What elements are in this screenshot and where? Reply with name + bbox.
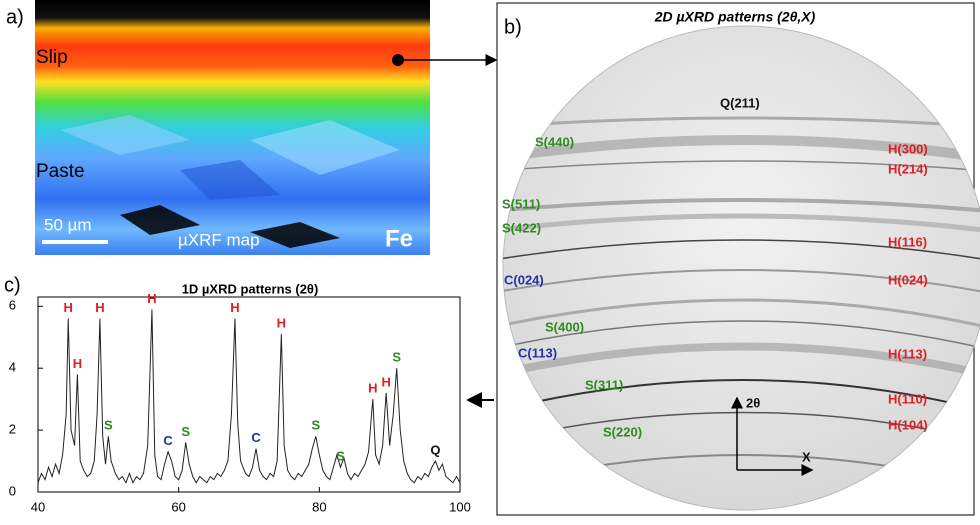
map-patch — [180, 160, 280, 200]
peak-label: H — [230, 300, 239, 315]
panel-b: 2D µXRD patterns (2θ,X) b) Q(211) S(440)… — [496, 2, 980, 516]
panel-label: c) — [4, 274, 21, 296]
y-tick-label: 2 — [9, 422, 16, 437]
peak-label: H — [277, 316, 286, 331]
reflection-label: S(422) — [502, 220, 541, 235]
reflection-label: S(440) — [535, 134, 574, 149]
reflection-label: H(116) — [888, 234, 927, 249]
y-tick-label: 6 — [9, 298, 16, 313]
peak-label: S — [311, 418, 320, 433]
map-label: µXRF map — [178, 230, 260, 249]
panel-title: 2D µXRD patterns (2θ,X) — [654, 9, 816, 25]
rings — [503, 116, 980, 491]
x-tick-label: 100 — [449, 499, 471, 514]
peak-label: C — [251, 430, 261, 445]
y-tick-label: 0 — [9, 483, 16, 498]
map-label: Paste — [36, 161, 85, 182]
panel-a: a) Slip Paste 50 µm µXRF map Fe — [6, 0, 498, 255]
line — [37, 309, 461, 484]
peak-label: H — [64, 300, 73, 315]
panel-label: a) — [6, 6, 24, 28]
chart-title: 1D µXRD patterns (2θ) — [182, 281, 319, 296]
reflection-label: S(400) — [545, 319, 584, 334]
x-tick-label: 40 — [31, 499, 45, 514]
panel-label: b) — [504, 16, 522, 38]
reflection-label: H(300) — [888, 141, 928, 156]
reflection-label: H(024) — [888, 272, 928, 287]
panel-c: c) 1D µXRD patterns (2θ) — [4, 274, 494, 408]
peak-label: H — [73, 356, 82, 371]
plot-frame — [37, 296, 461, 493]
map-patch — [60, 115, 190, 155]
peak-label: C — [163, 433, 173, 448]
reflection-label: S(511) — [502, 196, 540, 211]
reflection-label: H(104) — [888, 417, 928, 432]
peak-label: S — [181, 424, 190, 439]
axis-label: X — [802, 449, 811, 464]
peak-label: H — [381, 374, 390, 389]
peak-label: S — [104, 418, 113, 433]
map-void — [250, 222, 340, 248]
map-patch — [250, 120, 400, 175]
reflection-label: H(113) — [888, 346, 927, 361]
map-void — [120, 205, 200, 235]
peak-label: H — [147, 291, 156, 306]
peak-label: Q — [430, 442, 440, 457]
reflection-label: H(110) — [888, 391, 927, 406]
map-label: Slip — [36, 47, 68, 68]
x-tick-label: 60 — [171, 499, 185, 514]
peak-label: H — [95, 300, 104, 315]
element-label: Fe — [385, 225, 413, 252]
axis-label: 2θ — [746, 395, 760, 410]
peak-label: H — [368, 381, 377, 396]
reflection-label: S(311) — [585, 377, 623, 392]
y-tick-label: 4 — [9, 360, 16, 375]
reflection-label: H(214) — [888, 161, 928, 176]
reflection-label: S(220) — [603, 424, 642, 439]
reflection-label: Q(211) — [720, 95, 760, 110]
peak-label: S — [336, 449, 345, 464]
peak-label: S — [392, 350, 401, 365]
reflection-label: C(113) — [518, 345, 557, 360]
x-tick-label: 80 — [312, 499, 326, 514]
scale-label: 50 µm — [44, 215, 92, 234]
reflection-label: C(024) — [504, 272, 544, 287]
